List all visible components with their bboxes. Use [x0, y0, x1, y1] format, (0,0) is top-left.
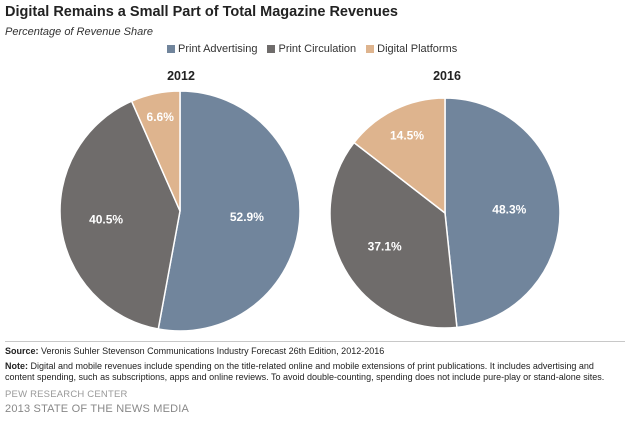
chart-subtitle: Percentage of Revenue Share: [5, 26, 153, 38]
legend: Print Advertising Print Circulation Digi…: [167, 43, 457, 55]
legend-item-print-circulation: Print Circulation: [267, 43, 356, 55]
pie-label-2016-print-advertising: 48.3%: [492, 203, 526, 217]
pie-label-2012-print-circulation: 40.5%: [89, 213, 123, 227]
legend-item-print-advertising: Print Advertising: [167, 43, 257, 55]
legend-swatch-print-circulation: [267, 45, 276, 53]
pie-label-2012-print-advertising: 52.9%: [230, 210, 264, 224]
pie-slice-2012-digital-platforms: [130, 90, 181, 212]
pie-charts: 52.9% 40.5% 6.6% 48.3% 37.1% 14.5%: [59, 90, 561, 332]
pie-slice-2016-digital-platforms: [353, 97, 446, 215]
source-label: Source:: [5, 346, 39, 356]
pie-slice-2012-print-circulation: [59, 100, 181, 330]
note-text: Digital and mobile revenues include spen…: [5, 361, 605, 382]
pie-label-2016-digital-platforms: 14.5%: [390, 129, 424, 143]
pie-slice-2016-print-advertising: [444, 97, 561, 329]
source-line: Source: Veronis Suhler Stevenson Communi…: [5, 346, 625, 356]
pie-chart-2012: 52.9% 40.5% 6.6%: [59, 90, 301, 332]
legend-label-digital-platforms: Digital Platforms: [377, 43, 458, 55]
pie-slice-2016-print-circulation: [329, 141, 458, 329]
footer-divider: [5, 341, 625, 342]
pie-title-2012: 2012: [167, 69, 195, 83]
pie-label-2012-digital-platforms: 6.6%: [147, 110, 175, 124]
pie-slice-2012-print-advertising: [157, 90, 301, 332]
pie-chart-2016: 48.3% 37.1% 14.5%: [329, 97, 561, 329]
pie-title-2016: 2016: [433, 69, 461, 83]
source-text: Veronis Suhler Stevenson Communications …: [41, 346, 385, 356]
credit-organization: PEW RESEARCH CENTER: [5, 389, 128, 400]
note-label: Note:: [5, 361, 28, 371]
legend-label-print-circulation: Print Circulation: [278, 43, 357, 55]
pie-label-2016-print-circulation: 37.1%: [368, 240, 402, 254]
legend-swatch-digital-platforms: [366, 45, 375, 53]
legend-label-print-advertising: Print Advertising: [178, 43, 258, 55]
legend-item-digital-platforms: Digital Platforms: [366, 43, 457, 55]
note-line: Note: Digital and mobile revenues includ…: [5, 361, 625, 383]
legend-swatch-print-advertising: [167, 45, 175, 53]
chart-title: Digital Remains a Small Part of Total Ma…: [5, 4, 398, 20]
credit-report: 2013 STATE OF THE NEWS MEDIA: [5, 403, 190, 415]
